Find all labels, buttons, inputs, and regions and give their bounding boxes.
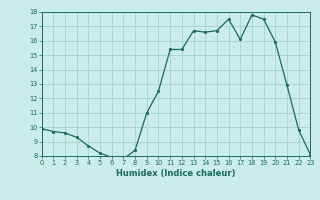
- X-axis label: Humidex (Indice chaleur): Humidex (Indice chaleur): [116, 169, 236, 178]
